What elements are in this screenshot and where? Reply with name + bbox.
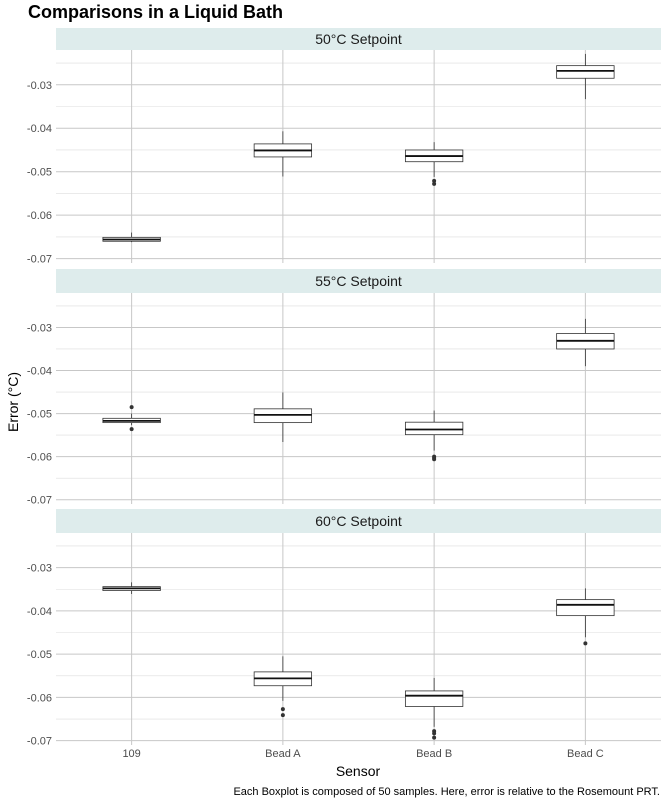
facet-label: 55°C Setpoint — [315, 273, 402, 289]
y-tick-label: -0.07 — [27, 254, 52, 266]
facet-panel: 50°C Setpoint -0.03 -0.04 -0.05 -0.06 -0.07 — [27, 28, 661, 266]
y-tick-label: -0.04 — [27, 123, 52, 135]
facet-label: 60°C Setpoint — [315, 513, 402, 529]
boxplot-109 — [102, 582, 161, 595]
outlier-point — [432, 735, 437, 740]
boxplot-bead-b — [404, 142, 464, 186]
y-tick-label: -0.03 — [27, 563, 52, 575]
x-axis-title: Sensor — [336, 763, 381, 779]
boxplot-bead-c — [556, 588, 615, 646]
facet-panel: 60°C Setpoint -0.03 -0.04 -0.05 -0.06 -0.07 — [27, 509, 661, 748]
outlier-point — [432, 178, 437, 183]
y-tick-label: -0.03 — [27, 80, 52, 92]
y-tick-label: -0.06 — [27, 210, 52, 222]
x-tick-label: Bead A — [265, 748, 301, 760]
x-tick-label: Bead C — [567, 748, 604, 760]
y-tick-label: -0.07 — [27, 736, 52, 748]
boxplot-bead-a — [253, 131, 313, 177]
chart-title: Comparisons in a Liquid Bath — [28, 2, 283, 22]
facet-strip — [56, 28, 661, 50]
boxplot-bead-c — [556, 53, 615, 100]
outlier-point — [280, 713, 285, 718]
boxplot-bead-c — [556, 318, 615, 367]
facet-panels: 50°C Setpoint-0.03-0.04-0.05-0.06-0.0755… — [27, 28, 661, 748]
boxplot-109 — [102, 405, 161, 432]
box — [556, 65, 615, 79]
y-tick-label: -0.04 — [27, 366, 52, 378]
y-axis-title: Error (°C) — [5, 372, 21, 432]
outlier-point — [432, 181, 437, 186]
y-tick-label: -0.05 — [27, 409, 52, 421]
outlier-point — [129, 427, 134, 432]
y-tick-label: -0.06 — [27, 692, 52, 704]
box — [556, 599, 615, 617]
x-tick-label: 109 — [122, 748, 140, 760]
y-tick-label: -0.05 — [27, 167, 52, 179]
outlier-point — [432, 457, 437, 462]
y-tick-label: -0.06 — [27, 452, 52, 464]
x-tick-label: Bead B — [416, 748, 452, 760]
outlier-point — [432, 731, 437, 736]
y-tick-label: -0.05 — [27, 649, 52, 661]
x-axis-ticks: 109 Bead A Bead B Bead C — [122, 748, 603, 760]
y-tick-label: -0.04 — [27, 606, 52, 618]
chart-caption: Each Boxplot is composed of 50 samples. … — [233, 786, 660, 798]
outlier-point — [583, 641, 588, 646]
boxplot-bead-b — [404, 677, 464, 740]
boxplot-109 — [102, 232, 161, 243]
facet-strip — [56, 509, 661, 533]
outlier-point — [280, 707, 285, 712]
facet-label: 50°C Setpoint — [315, 31, 402, 47]
facet-strip — [56, 269, 661, 293]
boxplot-bead-a — [253, 392, 313, 442]
boxplot-bead-b — [404, 410, 464, 462]
outlier-point — [129, 405, 134, 410]
box — [404, 421, 464, 436]
boxplot-bead-a — [253, 656, 313, 718]
y-tick-label: -0.03 — [27, 322, 52, 334]
y-tick-label: -0.07 — [27, 495, 52, 507]
box — [404, 690, 464, 707]
facet-panel: 55°C Setpoint -0.03 -0.04 -0.05 -0.06 -0.07 — [27, 269, 661, 507]
